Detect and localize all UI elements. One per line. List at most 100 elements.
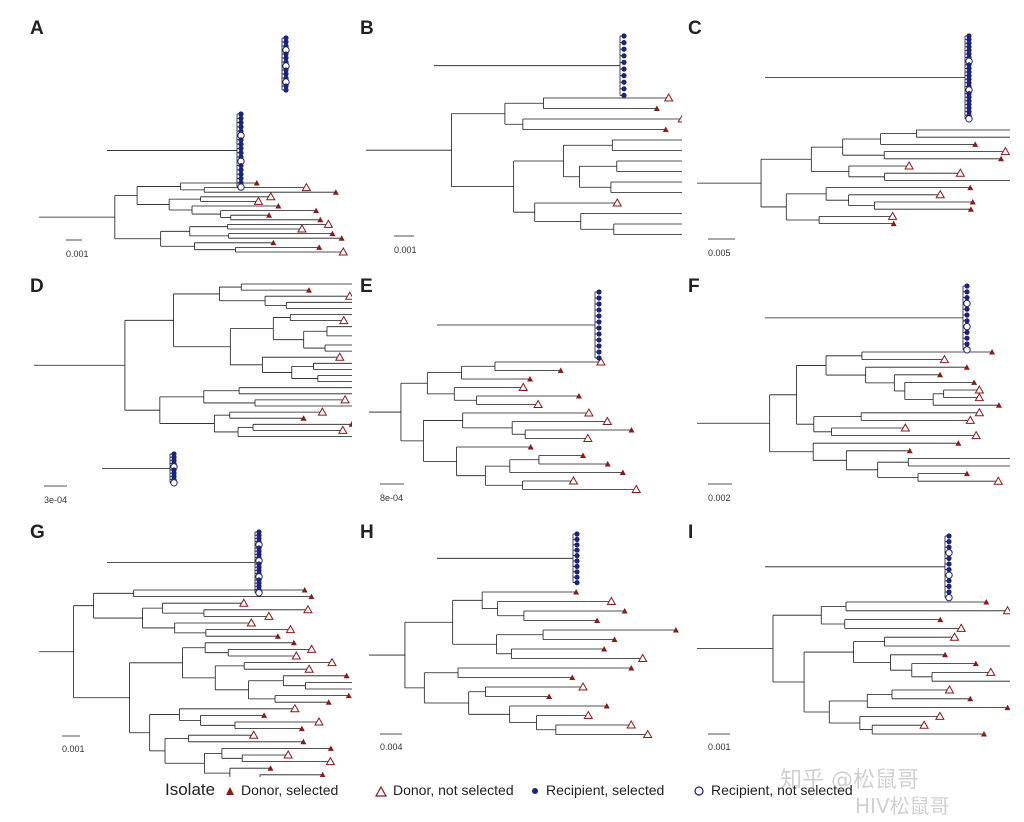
tip-recipient-selected — [966, 37, 972, 43]
tip-donor-not-selected — [971, 430, 982, 440]
tip-donor-not-selected — [626, 719, 637, 729]
tip-donor-not-selected — [584, 407, 594, 417]
tip-donor-not-selected — [642, 729, 653, 738]
tip-donor-selected — [890, 220, 897, 227]
tip-recipient-selected — [283, 51, 289, 57]
tip-recipient-selected — [238, 171, 244, 177]
tip-donor-selected — [527, 444, 534, 450]
tip-recipient-selected — [966, 80, 972, 86]
panel-d: D 3e-04 — [22, 276, 352, 531]
panel-b: B 0.001 — [352, 18, 682, 273]
tip-recipient-not-selected — [963, 346, 971, 354]
tip-donor-not-selected — [1002, 605, 1010, 615]
legend-label: Donor, selected — [241, 782, 339, 798]
tip-donor-selected — [575, 393, 582, 399]
tip-donor-not-selected — [264, 611, 274, 620]
tip-donor-selected — [274, 633, 281, 639]
tip-donor-selected — [332, 189, 339, 195]
tip-recipient-selected — [574, 563, 580, 569]
tip-recipient-selected — [966, 44, 972, 50]
tip-donor-selected — [963, 364, 970, 370]
tip-donor-not-selected — [993, 476, 1004, 485]
tip-donor-not-selected — [518, 382, 529, 391]
tip-donor-not-selected — [317, 407, 328, 416]
tree-c — [697, 33, 1010, 240]
tip-recipient-selected — [596, 349, 602, 355]
tree-f — [697, 283, 1010, 485]
tip-donor-selected — [601, 646, 608, 652]
tip-donor-not-selected — [939, 354, 950, 364]
tip-donor-selected — [971, 379, 978, 385]
tip-recipient-selected — [966, 51, 972, 57]
tip-donor-not-selected — [934, 711, 945, 720]
tree-e — [369, 289, 642, 493]
scale-bar-label: 0.001 — [62, 744, 85, 754]
tip-donor-not-selected — [663, 92, 674, 102]
tip-donor-not-selected — [631, 484, 642, 493]
tip-donor-selected — [603, 703, 610, 709]
tip-donor-not-selected — [985, 667, 996, 676]
tip-donor-not-selected — [568, 475, 579, 485]
tip-donor-selected — [301, 587, 308, 593]
tip-donor-selected — [967, 206, 974, 212]
tip-donor-not-selected — [955, 168, 966, 177]
tip-recipient-selected — [964, 341, 970, 347]
tip-recipient-not-selected — [945, 549, 953, 557]
tip-donor-selected — [319, 771, 326, 777]
tip-donor-selected — [967, 695, 974, 702]
tip-recipient-selected — [574, 574, 580, 580]
panel-f: F 0.002 — [680, 276, 1010, 531]
tip-donor-selected — [546, 693, 553, 699]
tip-recipient-selected — [238, 124, 244, 130]
tip-recipient-selected — [283, 35, 289, 41]
tip-donor-selected — [967, 184, 974, 191]
tip-recipient-selected — [946, 589, 952, 595]
scale-bar-label: 8e-04 — [380, 493, 404, 503]
tip-recipient-not-selected — [255, 589, 263, 597]
tip-donor-not-selected — [334, 352, 345, 361]
tip-donor-not-selected — [314, 716, 324, 726]
tip-donor-not-selected — [301, 182, 312, 192]
tip-recipient-selected — [621, 73, 627, 79]
tip-donor-not-selected — [338, 246, 349, 256]
tip-donor-not-selected — [248, 730, 259, 739]
tip-donor-selected — [343, 672, 350, 679]
panel-g: G 0.001 — [22, 522, 352, 777]
tip-donor-selected — [298, 725, 305, 732]
scale-bar-label: 0.001 — [708, 742, 731, 752]
panel-letter: B — [360, 18, 374, 39]
tip-recipient-selected — [596, 319, 602, 325]
tip-recipient-selected — [283, 67, 289, 73]
tip-donor-selected — [270, 239, 277, 246]
tip-recipient-selected — [946, 544, 952, 550]
tip-recipient-selected — [238, 145, 244, 151]
tip-donor-not-selected — [253, 196, 264, 205]
panel-h: H 0.004 — [352, 522, 682, 777]
tip-recipient-selected — [238, 137, 244, 143]
tip-donor-selected — [972, 141, 979, 147]
tip-recipient-selected — [596, 289, 602, 295]
tip-donor-selected — [313, 207, 320, 214]
scale-bar-label: 0.001 — [394, 245, 417, 255]
tip-donor-selected — [327, 745, 334, 751]
tip-donor-selected — [621, 608, 628, 614]
tip-recipient-selected — [966, 101, 972, 107]
tip-donor-selected — [604, 461, 611, 467]
tip-donor-selected — [300, 738, 307, 745]
tip-recipient-selected — [238, 175, 244, 182]
tip-donor-selected — [980, 731, 987, 737]
triangle-open-icon — [374, 785, 388, 797]
tree-d — [34, 283, 352, 487]
tip-recipient-not-selected — [237, 183, 245, 191]
circle-filled-icon — [532, 788, 538, 795]
tip-donor-not-selected — [935, 189, 946, 199]
tip-donor-selected — [580, 452, 587, 458]
tip-recipient-not-selected — [963, 322, 971, 331]
tip-donor-selected — [308, 593, 315, 600]
tip-recipient-selected — [596, 307, 602, 313]
tip-donor-not-selected — [578, 681, 588, 691]
tree-g — [39, 529, 352, 777]
tip-donor-not-selected — [1000, 146, 1010, 156]
tip-recipient-selected — [966, 91, 972, 97]
panel-letter: A — [30, 18, 44, 39]
